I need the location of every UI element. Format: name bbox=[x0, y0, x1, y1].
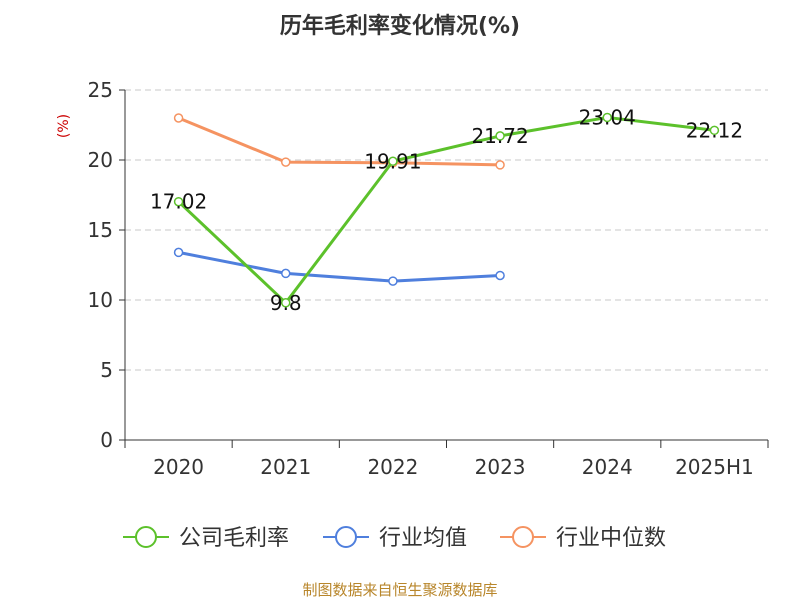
data-label: 23.04 bbox=[579, 105, 636, 129]
data-point[interactable] bbox=[281, 268, 291, 279]
x-tick-label: 2023 bbox=[475, 455, 526, 479]
data-label: 17.02 bbox=[150, 190, 207, 214]
grid-lines bbox=[125, 89, 768, 371]
data-point[interactable] bbox=[602, 112, 612, 123]
legend-marker bbox=[512, 526, 534, 548]
data-labels: 17.02 9.8 19.91 21.72 23.04 22.12 bbox=[150, 105, 743, 314]
data-point[interactable] bbox=[495, 131, 505, 141]
x-tick-label: 2025H1 bbox=[675, 455, 754, 479]
legend-item-1[interactable]: 行业均值 bbox=[323, 526, 467, 551]
legend-marker bbox=[335, 526, 357, 548]
x-tick-label: 2024 bbox=[582, 455, 633, 479]
data-label: 19.91 bbox=[364, 149, 421, 173]
data-point[interactable] bbox=[709, 125, 720, 136]
y-tick-label: 0 bbox=[100, 428, 113, 452]
data-point[interactable] bbox=[388, 276, 398, 286]
data-point[interactable] bbox=[173, 113, 184, 123]
legend-label: 行业均值 bbox=[379, 526, 467, 551]
data-point[interactable] bbox=[173, 247, 184, 258]
data-point[interactable] bbox=[173, 196, 184, 207]
series-line-1 bbox=[178, 250, 501, 283]
legend-item-0[interactable]: 公司毛利率 bbox=[123, 526, 289, 551]
y-tick-label: 5 bbox=[100, 358, 113, 382]
legend[interactable]: 公司毛利率 行业均值 行业中位数 bbox=[123, 526, 666, 551]
y-axis-label: (%) bbox=[56, 114, 72, 138]
x-tick-label: 2020 bbox=[153, 455, 204, 479]
source-note: 制图数据来自恒生聚源数据库 bbox=[302, 581, 497, 599]
data-label: 9.8 bbox=[270, 291, 302, 315]
x-tick-label: 2022 bbox=[367, 455, 418, 479]
chart-title: 历年毛利率变化情况(%) bbox=[280, 13, 520, 39]
data-point[interactable] bbox=[495, 160, 505, 170]
legend-label: 行业中位数 bbox=[556, 526, 666, 551]
data-point[interactable] bbox=[281, 157, 291, 167]
series-lines bbox=[173, 112, 720, 308]
data-label: 22.12 bbox=[686, 118, 743, 142]
series-line-2 bbox=[178, 116, 501, 167]
y-tick-label: 25 bbox=[88, 78, 113, 102]
legend-label: 公司毛利率 bbox=[179, 526, 289, 551]
legend-item-2[interactable]: 行业中位数 bbox=[500, 526, 666, 551]
series-line-0 bbox=[177, 115, 715, 305]
y-tick-label: 10 bbox=[88, 288, 113, 312]
data-point[interactable] bbox=[495, 270, 505, 281]
y-tick-label: 15 bbox=[88, 218, 113, 242]
data-label: 21.72 bbox=[471, 124, 528, 148]
data-point[interactable] bbox=[388, 156, 398, 167]
legend-marker bbox=[135, 526, 157, 548]
x-tick-label: 2021 bbox=[260, 455, 311, 479]
axes: 0 5 10 15 20 25 2020 2021 2022 2023 2024 2025H1 bbox=[88, 78, 769, 479]
data-point[interactable] bbox=[281, 298, 291, 308]
y-tick-label: 20 bbox=[88, 148, 113, 172]
